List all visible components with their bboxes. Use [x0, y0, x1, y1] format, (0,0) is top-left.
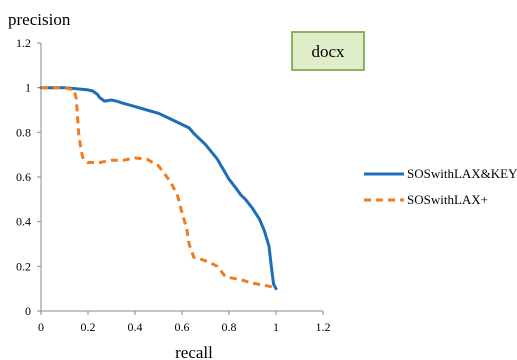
x-tick-label: 0.4	[128, 320, 143, 334]
legend: SOSwithLAX&KEY SOSwithLAX+	[364, 166, 517, 207]
x-tick-label: 0	[38, 320, 44, 334]
legend-label-2: SOSwithLAX+	[407, 192, 488, 207]
x-ticks: 0 0.2 0.4 0.6 0.8 1 1.2	[38, 311, 331, 334]
axes	[40, 43, 323, 312]
series-layer	[39, 86, 278, 291]
legend-label-1: SOSwithLAX&KEY	[407, 166, 517, 181]
x-tick-label: 0.6	[175, 320, 190, 334]
series-line-2	[41, 86, 277, 290]
x-axis-title: recall	[175, 343, 213, 360]
y-tick-label: 0.2	[16, 259, 31, 273]
x-tick-label: 1.2	[316, 320, 331, 334]
y-tick-label: 0.8	[16, 125, 31, 139]
y-ticks: 0 0.2 0.4 0.6 0.8 1 1.2	[16, 36, 41, 318]
annotation-text: docx	[311, 42, 345, 61]
x-tick-label: 1	[273, 320, 279, 334]
annotation-box: docx	[291, 31, 365, 71]
y-tick-label: 1.2	[16, 36, 31, 50]
x-tick-label: 0.2	[81, 320, 96, 334]
series-line-1	[39, 86, 278, 291]
y-tick-label: 0	[25, 304, 31, 318]
x-tick-label: 0.8	[222, 320, 237, 334]
y-tick-label: 0.6	[16, 170, 31, 184]
y-tick-label: 0.4	[16, 215, 31, 229]
y-axis-title: precision	[8, 10, 71, 29]
y-tick-label: 1	[25, 81, 31, 95]
